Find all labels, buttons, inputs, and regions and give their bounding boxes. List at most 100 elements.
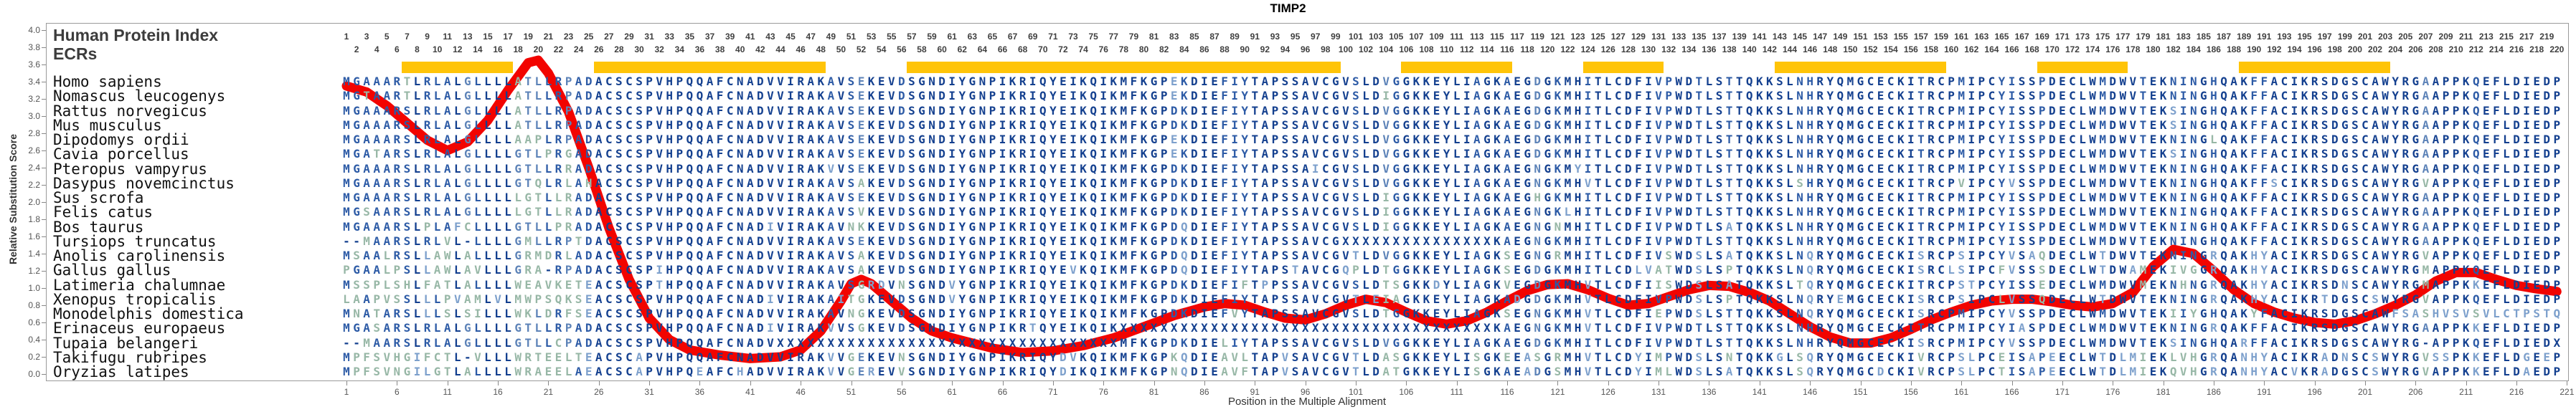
residue-cell: M: [1958, 335, 1965, 350]
residue-cell: C: [2280, 277, 2288, 292]
residue-cell: G: [918, 133, 925, 146]
residue-cell: R: [1554, 350, 1562, 364]
residue-cell: P: [2038, 103, 2046, 118]
residue-cell: W: [514, 277, 522, 292]
residue-cell: D: [2513, 176, 2520, 190]
residue-cell: R: [2402, 249, 2410, 262]
residue-cell: L: [1786, 321, 1793, 335]
residue-cell: Q: [2220, 191, 2227, 204]
residue-cell: R: [2311, 263, 2318, 277]
residue-cell: I: [1463, 75, 1471, 88]
residue-cell: I: [1231, 249, 1238, 262]
residue-cell: L: [453, 118, 461, 132]
residue-cell: N: [2341, 277, 2349, 292]
residue-cell: D: [1625, 321, 1632, 335]
residue-cell: V: [1655, 161, 1662, 176]
residue-cell: N: [847, 219, 855, 234]
residue-cell: X: [1453, 321, 1461, 335]
residue-cell: R: [1816, 191, 1824, 204]
residue-cell: A: [383, 219, 391, 234]
column-number: 203: [2378, 32, 2393, 42]
residue-cell: N: [2189, 176, 2197, 190]
residue-cell: E: [2483, 133, 2490, 146]
residue-cell: V: [1342, 118, 1349, 132]
residue-cell: F: [423, 350, 431, 364]
residue-cell: V: [767, 350, 774, 364]
residue-cell: I: [1645, 89, 1652, 103]
residue-cell: K: [2462, 191, 2470, 204]
residue-cell: R: [1816, 350, 1824, 364]
residue-cell: I: [2179, 307, 2187, 320]
residue-cell: A: [746, 307, 754, 320]
residue-cell: M: [1846, 307, 1854, 320]
residue-cell: Q: [1090, 263, 1097, 277]
residue-cell: F: [1635, 147, 1642, 161]
residue-cell: E: [2533, 176, 2540, 190]
residue-cell: E: [2533, 292, 2540, 306]
residue-cell: L: [383, 249, 391, 262]
residue-cell: Q: [2220, 292, 2227, 306]
residue-cell: F: [1635, 219, 1642, 234]
residue-cell: S: [2169, 118, 2177, 132]
residue-cell: A: [443, 321, 451, 335]
residue-cell: C: [2280, 103, 2288, 118]
residue-cell: I: [2179, 219, 2187, 234]
residue-cell: K: [1554, 103, 1562, 118]
residue-cell: G: [1483, 277, 1491, 292]
residue-cell: C: [605, 118, 613, 132]
residue-cell: L: [1604, 277, 1612, 292]
residue-cell: A: [1473, 161, 1481, 176]
residue-cell: V: [777, 321, 784, 335]
residue-cell: A: [2422, 205, 2430, 219]
residue-cell: L: [1604, 176, 1612, 190]
residue-cell: D: [2543, 321, 2551, 335]
y-tick-mark: [42, 219, 46, 220]
residue-cell: D: [1685, 147, 1693, 161]
residue-cell: K: [2240, 249, 2247, 262]
residue-cell: V: [1311, 292, 1319, 306]
residue-cell: D: [1372, 118, 1379, 132]
residue-cell: C: [626, 234, 633, 248]
residue-cell: P: [1271, 89, 1279, 103]
residue-cell: L: [514, 191, 522, 204]
residue-cell: Y: [2392, 277, 2400, 292]
residue-cell: F: [2493, 234, 2500, 248]
residue-cell: F: [1221, 249, 1228, 262]
residue-cell: F: [1221, 118, 1228, 132]
residue-cell: L: [555, 205, 562, 219]
residue-cell: R: [1928, 365, 1935, 378]
residue-cell: G: [433, 365, 441, 378]
residue-cell: W: [1675, 234, 1683, 248]
residue-cell: S: [2028, 103, 2036, 118]
residue-cell: F: [1130, 365, 1138, 378]
residue-cell: C: [1867, 277, 1874, 292]
residue-cell: C: [626, 219, 633, 234]
residue-cell: Q: [2472, 161, 2480, 176]
residue-cell: S: [2028, 307, 2036, 320]
residue-cell: T: [1735, 176, 1743, 190]
column-number: 150: [1843, 44, 1858, 54]
residue-cell: R: [1928, 277, 1935, 292]
residue-cell: C: [1614, 219, 1622, 234]
residue-cell: D: [1625, 103, 1632, 118]
residue-cell: A: [2432, 176, 2440, 190]
residue-cell: L: [1786, 277, 1793, 292]
residue-cell: K: [2159, 118, 2167, 132]
residue-cell: Y: [1443, 205, 1450, 219]
residue-cell: A: [363, 176, 370, 190]
residue-cell: Q: [1745, 307, 1753, 320]
residue-cell: A: [2230, 176, 2237, 190]
residue-cell: S: [2028, 147, 2036, 161]
residue-cell: C: [1614, 263, 1622, 277]
residue-cell: M: [1120, 205, 1128, 219]
residue-cell: E: [2533, 89, 2540, 103]
residue-cell: A: [807, 365, 815, 378]
residue-cell: M: [1958, 89, 1965, 103]
residue-cell: Q: [2220, 321, 2227, 335]
residue-cell: K: [2301, 176, 2308, 190]
residue-cell: I: [787, 321, 794, 335]
column-number: 67: [1007, 32, 1018, 42]
residue-cell: W: [1675, 335, 1683, 350]
residue-cell: H: [1806, 191, 1813, 204]
